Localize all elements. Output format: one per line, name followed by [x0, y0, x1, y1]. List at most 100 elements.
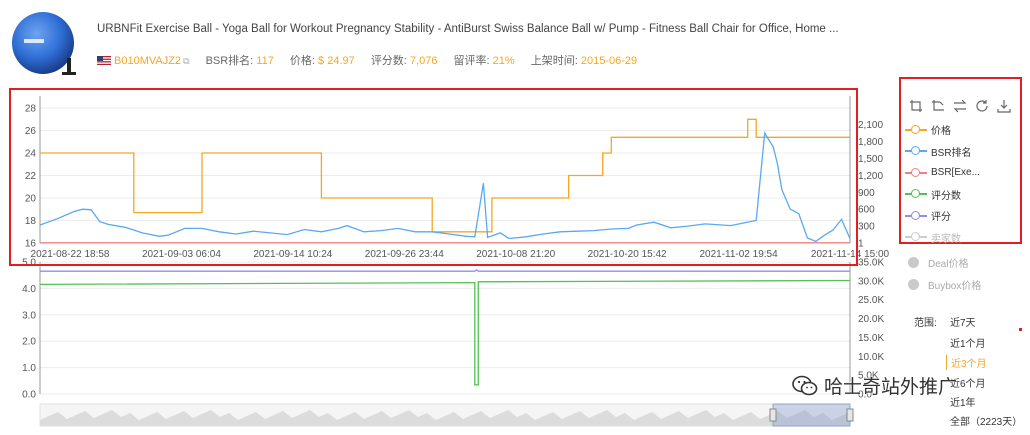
legend-item-bsr[interactable]: BSR排名 — [905, 141, 980, 163]
bsr-label: BSR排名: — [205, 55, 254, 67]
y-right-tick-label: 600 — [858, 205, 875, 216]
y-left-tick-label: 0.0 — [22, 390, 36, 401]
secondary-legend: Deal价格 Buybox价格 — [908, 251, 981, 295]
decor-mark — [1019, 328, 1022, 331]
legend-label: BSR[Exe... — [931, 167, 980, 179]
y-left-tick-label: 18 — [25, 216, 37, 227]
legend-swatch — [905, 232, 927, 242]
range-label: 范围: — [914, 318, 937, 329]
y-right-tick-label: 25.0K — [858, 295, 884, 306]
legend-label: 卖家数 — [931, 233, 961, 245]
reviews-info: 评分数: 7,076 — [371, 52, 438, 68]
price-value: $ 24.97 — [318, 55, 355, 67]
y-left-tick-label: 22 — [25, 171, 37, 182]
legend-item-review-count[interactable]: 评分数 — [905, 184, 980, 206]
x-tick-label: 2021-09-14 10:24 — [253, 249, 332, 260]
legend-swatch — [905, 124, 927, 135]
y-right-tick-label: 1,500 — [858, 154, 883, 165]
range-option-1m[interactable]: 近1个月 — [950, 339, 986, 350]
launch-info: 上架时间: 2015-06-29 — [531, 52, 637, 68]
range-option-3m[interactable]: 近3个月 — [946, 355, 987, 370]
launch-value: 2015-06-29 — [580, 55, 638, 67]
x-tick-label: 2021-09-03 06:04 — [142, 249, 221, 260]
x-tick-label: 2021-10-20 15:42 — [588, 249, 667, 260]
legend-list: 价格 BSR排名 BSR[Exe... 评分数 评分 卖家数 — [905, 119, 980, 248]
y-left-tick-label: 5.0 — [22, 258, 36, 269]
legend-dot — [908, 256, 919, 268]
range-option-1y[interactable]: 近1年 — [950, 398, 976, 409]
external-link-icon[interactable]: ⧉ — [183, 56, 190, 66]
wechat-icon — [792, 375, 818, 395]
legend-item-rating[interactable]: 评分 — [905, 205, 980, 227]
y-left-tick-label: 26 — [25, 126, 37, 137]
download-icon[interactable] — [996, 98, 1012, 114]
switch-icon[interactable] — [952, 98, 968, 114]
retention-info: 留评率: 21% — [454, 52, 515, 68]
price-series-line — [40, 118, 850, 233]
legend-swatch — [905, 167, 927, 178]
asin-link[interactable]: B010MVAJZ2 ⧉ — [97, 55, 190, 67]
legend-label: 评分数 — [931, 190, 961, 202]
y-right-tick-label: 15.0K — [858, 333, 884, 344]
us-flag-icon — [97, 56, 111, 65]
legend-dot — [908, 278, 919, 290]
navigator-area — [40, 410, 850, 426]
y-right-tick-label: 35.0K — [858, 258, 884, 269]
legend-swatch — [905, 210, 927, 221]
reviews-label: 评分数: — [370, 55, 407, 67]
asin-text[interactable]: B010MVAJZ2 — [114, 55, 182, 67]
refresh-icon[interactable] — [974, 98, 990, 114]
legend-label: Deal价格 — [928, 258, 969, 270]
range-option-6m[interactable]: 近6个月 — [950, 379, 986, 390]
y-left-tick-label: 20 — [25, 194, 37, 205]
legend-item-buybox-price[interactable]: Buybox价格 — [908, 273, 981, 295]
reviews-value: 7,076 — [409, 55, 438, 67]
legend-item-deal-price[interactable]: Deal价格 — [908, 251, 981, 273]
y-right-tick-label: 0.0 — [858, 390, 872, 401]
y-left-tick-label: 2.0 — [22, 337, 36, 348]
x-tick-label: 2021-09-26 23:44 — [365, 249, 444, 260]
x-tick-label: 2021-11-02 19:54 — [699, 249, 778, 260]
legend-swatch — [905, 189, 927, 199]
legend-label: 评分 — [931, 212, 951, 224]
y-left-tick-label: 16 — [25, 239, 37, 250]
y-left-tick-label: 24 — [25, 149, 37, 160]
navigator-handle-right — [846, 408, 854, 422]
y-left-tick-label: 1.0 — [22, 363, 36, 374]
y-left-tick-label: 3.0 — [22, 310, 36, 321]
y-right-tick-label: 5.0K — [858, 371, 879, 382]
watermark-text: 哈士奇站外推广 — [824, 377, 958, 398]
navigator-handle-left — [769, 408, 777, 422]
zoom-reset-icon[interactable] — [930, 98, 946, 114]
launch-label: 上架时间: — [530, 55, 578, 67]
y-right-tick-label: 300 — [858, 222, 875, 233]
legend-item-price[interactable]: 价格 — [905, 119, 980, 141]
y-right-tick-label: 900 — [858, 188, 875, 199]
y-left-tick-label: 28 — [25, 104, 37, 115]
y-right-tick-label: 1 — [858, 239, 864, 250]
watermark: 哈士奇站外推广 — [792, 372, 957, 399]
legend-label: Buybox价格 — [928, 280, 982, 292]
legend-label: BSR排名 — [931, 147, 972, 159]
y-right-tick-label: 30.0K — [858, 276, 884, 287]
retention-label: 留评率: — [453, 55, 490, 67]
y-right-tick-label: 1,800 — [858, 137, 883, 148]
x-tick-label: 2021-08-22 18:58 — [31, 249, 110, 260]
product-title[interactable]: URBNFit Exercise Ball - Yoga Ball for Wo… — [97, 23, 839, 35]
legend-item-seller-count[interactable]: 卖家数 — [905, 227, 980, 249]
chart-toolbar — [908, 98, 1012, 114]
bsr-value: 117 — [256, 55, 274, 67]
legend-label: 价格 — [931, 126, 951, 138]
zoom-select-icon[interactable] — [908, 98, 924, 114]
legend-swatch — [905, 146, 927, 156]
range-option-7d[interactable]: 近7天 — [950, 318, 976, 329]
legend-item-bsr-category[interactable]: BSR[Exe... — [905, 162, 980, 184]
range-option-all[interactable]: 全部（2223天） — [950, 417, 1023, 428]
x-tick-label: 2021-11-14 15:00 — [811, 249, 890, 260]
y-left-tick-label: 4.0 — [22, 284, 36, 295]
bsr-series-line — [39, 130, 851, 243]
price-label: 价格: — [289, 55, 315, 67]
price-info: 价格: $ 24.97 — [290, 52, 355, 68]
bsr-info: BSR排名: 117 — [206, 52, 274, 68]
